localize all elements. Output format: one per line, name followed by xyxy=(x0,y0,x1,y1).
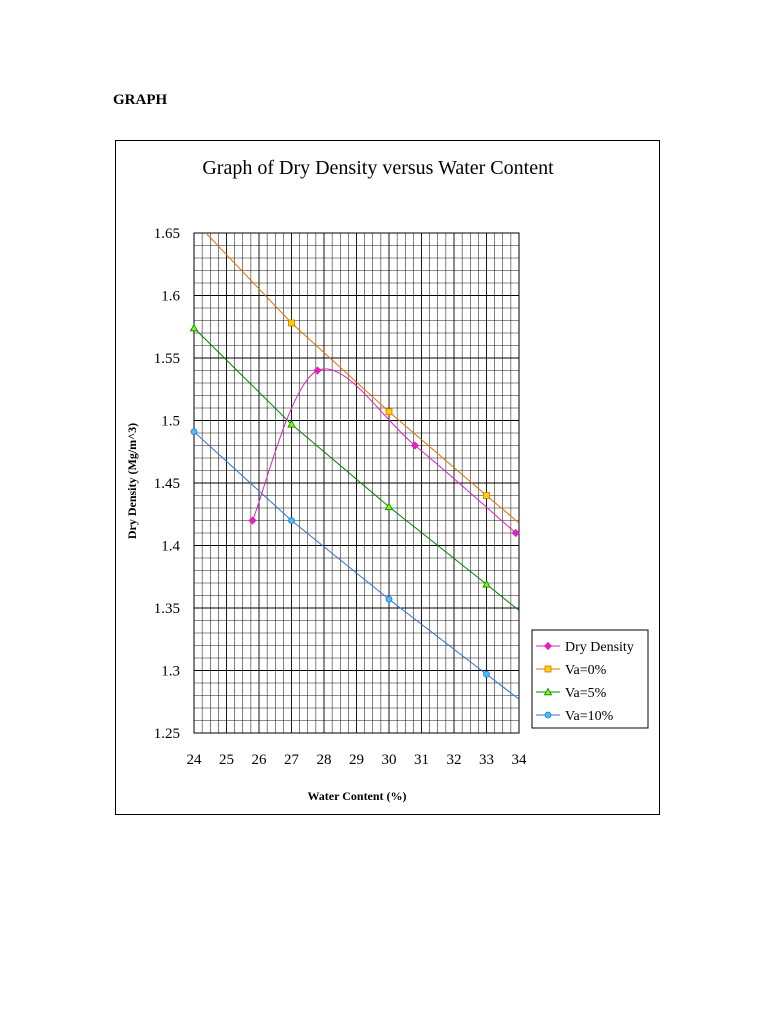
x-axis-title: Water Content (%) xyxy=(307,789,406,803)
legend-marker xyxy=(543,687,553,696)
legend-marker xyxy=(543,641,553,651)
y-axis-ticks: 1.25 1.3 1.35 1.4 1.45 1.5 1.55 1.6 1.65 xyxy=(154,226,181,742)
data-point xyxy=(482,579,491,588)
data-point xyxy=(385,408,393,416)
chart-title: Graph of Dry Density versus Water Conten… xyxy=(202,157,554,179)
y-tick-label: 1.6 xyxy=(161,289,180,305)
x-tick-label: 33 xyxy=(479,752,494,768)
plot-border xyxy=(193,232,520,734)
chart-frame: Graph of Dry Density versus Water Conten… xyxy=(115,140,660,815)
x-tick-label: 29 xyxy=(349,752,364,768)
legend-item: Dry Density xyxy=(536,640,634,655)
series-va-0- xyxy=(205,233,519,524)
y-tick-label: 1.25 xyxy=(154,726,180,742)
legend-item: Va=10% xyxy=(536,709,614,724)
y-tick-label: 1.55 xyxy=(154,351,180,367)
x-axis-ticks: 24 25 26 27 28 29 30 31 32 33 34 xyxy=(187,752,528,768)
legend-marker xyxy=(544,665,552,673)
y-tick-label: 1.5 xyxy=(161,414,180,430)
legend-label: Va=10% xyxy=(565,709,614,724)
legend-label: Va=0% xyxy=(565,663,607,678)
x-tick-label: 28 xyxy=(317,752,332,768)
y-tick-label: 1.65 xyxy=(154,226,180,242)
legend-box xyxy=(531,629,649,729)
data-point xyxy=(190,428,198,436)
y-axis-title: Dry Density (Mg/m^3) xyxy=(125,423,139,539)
data-point xyxy=(189,323,199,332)
page-heading: GRAPH xyxy=(113,92,168,108)
grid xyxy=(193,232,520,734)
data-point xyxy=(483,670,490,678)
legend-item: Va=0% xyxy=(536,663,607,678)
y-tick-label: 1.45 xyxy=(154,476,180,492)
data-point xyxy=(384,502,394,510)
chart: Graph of Dry Density versus Water Conten… xyxy=(125,157,649,803)
legend-item: Va=5% xyxy=(536,686,607,701)
x-tick-label: 34 xyxy=(512,752,528,768)
series-va-10- xyxy=(190,428,519,700)
data-point xyxy=(313,366,322,375)
series-dry-density xyxy=(248,366,520,538)
series-line xyxy=(252,368,517,534)
x-tick-label: 24 xyxy=(187,752,203,768)
series-layer xyxy=(189,233,520,700)
legend-marker xyxy=(544,711,552,719)
series-va-5- xyxy=(189,323,519,611)
x-tick-label: 31 xyxy=(414,752,429,768)
data-point xyxy=(248,516,257,525)
data-point xyxy=(511,528,520,538)
x-tick-label: 32 xyxy=(447,752,462,768)
x-tick-label: 25 xyxy=(219,752,234,768)
legend-label: Va=5% xyxy=(565,686,607,701)
legend-label: Dry Density xyxy=(565,640,634,655)
data-point xyxy=(483,492,490,499)
y-tick-label: 1.3 xyxy=(161,664,180,680)
legend: Dry Density Va=0% Va=5% Va=10% xyxy=(531,629,649,729)
data-point xyxy=(410,441,420,450)
data-point xyxy=(288,319,295,327)
data-point xyxy=(288,517,295,524)
data-point xyxy=(385,595,393,603)
y-tick-label: 1.4 xyxy=(161,539,180,555)
x-tick-label: 27 xyxy=(284,752,300,768)
data-point xyxy=(287,419,296,428)
x-tick-label: 26 xyxy=(252,752,268,768)
y-tick-label: 1.35 xyxy=(154,601,180,617)
x-tick-label: 30 xyxy=(382,752,397,768)
